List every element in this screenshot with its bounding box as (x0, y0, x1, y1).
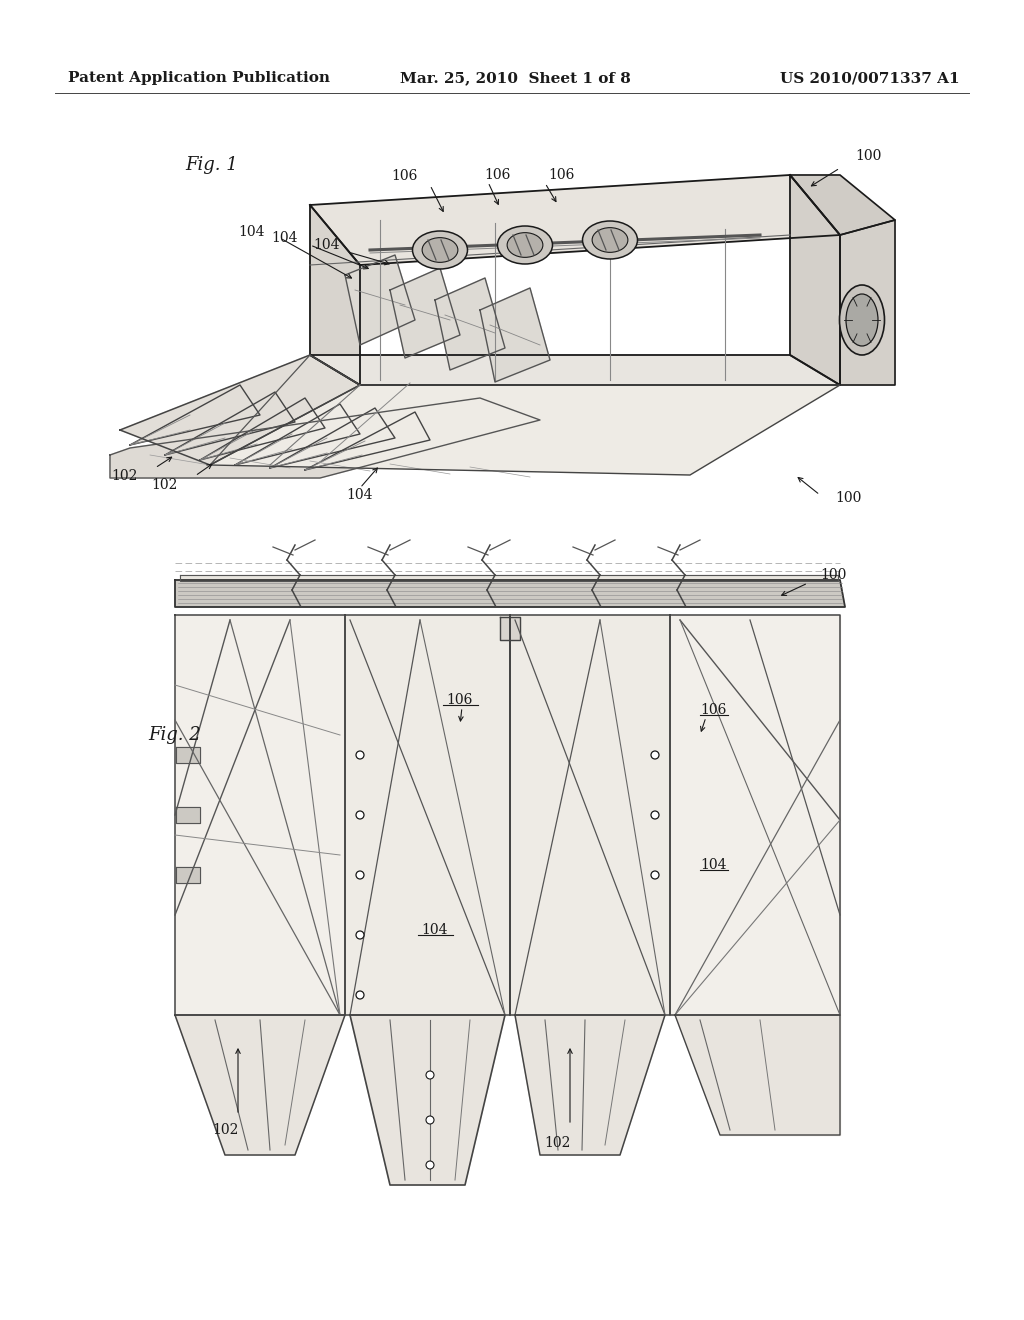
Text: 106: 106 (484, 168, 511, 182)
Polygon shape (390, 268, 460, 358)
Polygon shape (210, 385, 840, 475)
Text: US 2010/0071337 A1: US 2010/0071337 A1 (780, 71, 961, 84)
Polygon shape (670, 615, 840, 1015)
Circle shape (356, 751, 364, 759)
Text: 100: 100 (820, 568, 847, 582)
Text: 104: 104 (271, 231, 298, 246)
Polygon shape (310, 176, 840, 265)
Polygon shape (500, 616, 520, 640)
Text: 106: 106 (391, 169, 418, 183)
Circle shape (651, 751, 659, 759)
Polygon shape (120, 355, 360, 465)
Polygon shape (175, 1015, 345, 1155)
Circle shape (426, 1115, 434, 1125)
Polygon shape (840, 220, 895, 385)
Text: 104: 104 (700, 858, 726, 873)
Polygon shape (310, 355, 840, 385)
Ellipse shape (498, 226, 553, 264)
Polygon shape (350, 1015, 505, 1185)
Text: 106: 106 (548, 168, 574, 182)
Text: Mar. 25, 2010  Sheet 1 of 8: Mar. 25, 2010 Sheet 1 of 8 (400, 71, 631, 84)
Circle shape (651, 871, 659, 879)
Polygon shape (130, 385, 260, 445)
Text: 106: 106 (700, 704, 726, 717)
Circle shape (356, 991, 364, 999)
Text: Fig. 2: Fig. 2 (148, 726, 201, 744)
Polygon shape (515, 1015, 665, 1155)
Polygon shape (180, 576, 838, 581)
Text: 104: 104 (313, 238, 340, 252)
Polygon shape (175, 579, 845, 607)
Ellipse shape (840, 285, 885, 355)
Text: 102: 102 (112, 469, 138, 483)
Polygon shape (165, 392, 295, 455)
Ellipse shape (413, 231, 468, 269)
Circle shape (426, 1071, 434, 1078)
Polygon shape (790, 176, 895, 235)
Polygon shape (435, 279, 505, 370)
Polygon shape (310, 205, 360, 385)
Text: 106: 106 (446, 693, 473, 708)
Text: 104: 104 (422, 923, 449, 937)
Text: Patent Application Publication: Patent Application Publication (68, 71, 330, 84)
Ellipse shape (592, 227, 628, 252)
Polygon shape (305, 412, 430, 470)
Polygon shape (176, 807, 200, 822)
Polygon shape (790, 176, 840, 385)
Polygon shape (510, 615, 670, 1015)
Polygon shape (176, 867, 200, 883)
Polygon shape (110, 399, 540, 478)
Ellipse shape (583, 220, 638, 259)
Polygon shape (675, 1015, 840, 1135)
Polygon shape (200, 399, 325, 459)
Text: 104: 104 (347, 488, 374, 502)
Circle shape (356, 871, 364, 879)
Text: 102: 102 (212, 1123, 239, 1137)
Text: 100: 100 (855, 149, 882, 162)
Circle shape (356, 931, 364, 939)
Circle shape (356, 810, 364, 818)
Text: 104: 104 (239, 224, 265, 239)
Polygon shape (270, 408, 395, 469)
Text: 102: 102 (545, 1137, 571, 1150)
Polygon shape (176, 747, 200, 763)
Text: Fig. 1: Fig. 1 (185, 156, 238, 174)
Polygon shape (345, 255, 415, 345)
Circle shape (651, 810, 659, 818)
Polygon shape (175, 615, 345, 1015)
Ellipse shape (422, 238, 458, 263)
Polygon shape (234, 404, 360, 465)
Polygon shape (345, 615, 510, 1015)
Polygon shape (480, 288, 550, 381)
Ellipse shape (846, 294, 878, 346)
Circle shape (426, 1162, 434, 1170)
Text: 100: 100 (835, 491, 861, 506)
Text: 102: 102 (152, 478, 178, 492)
Ellipse shape (507, 232, 543, 257)
